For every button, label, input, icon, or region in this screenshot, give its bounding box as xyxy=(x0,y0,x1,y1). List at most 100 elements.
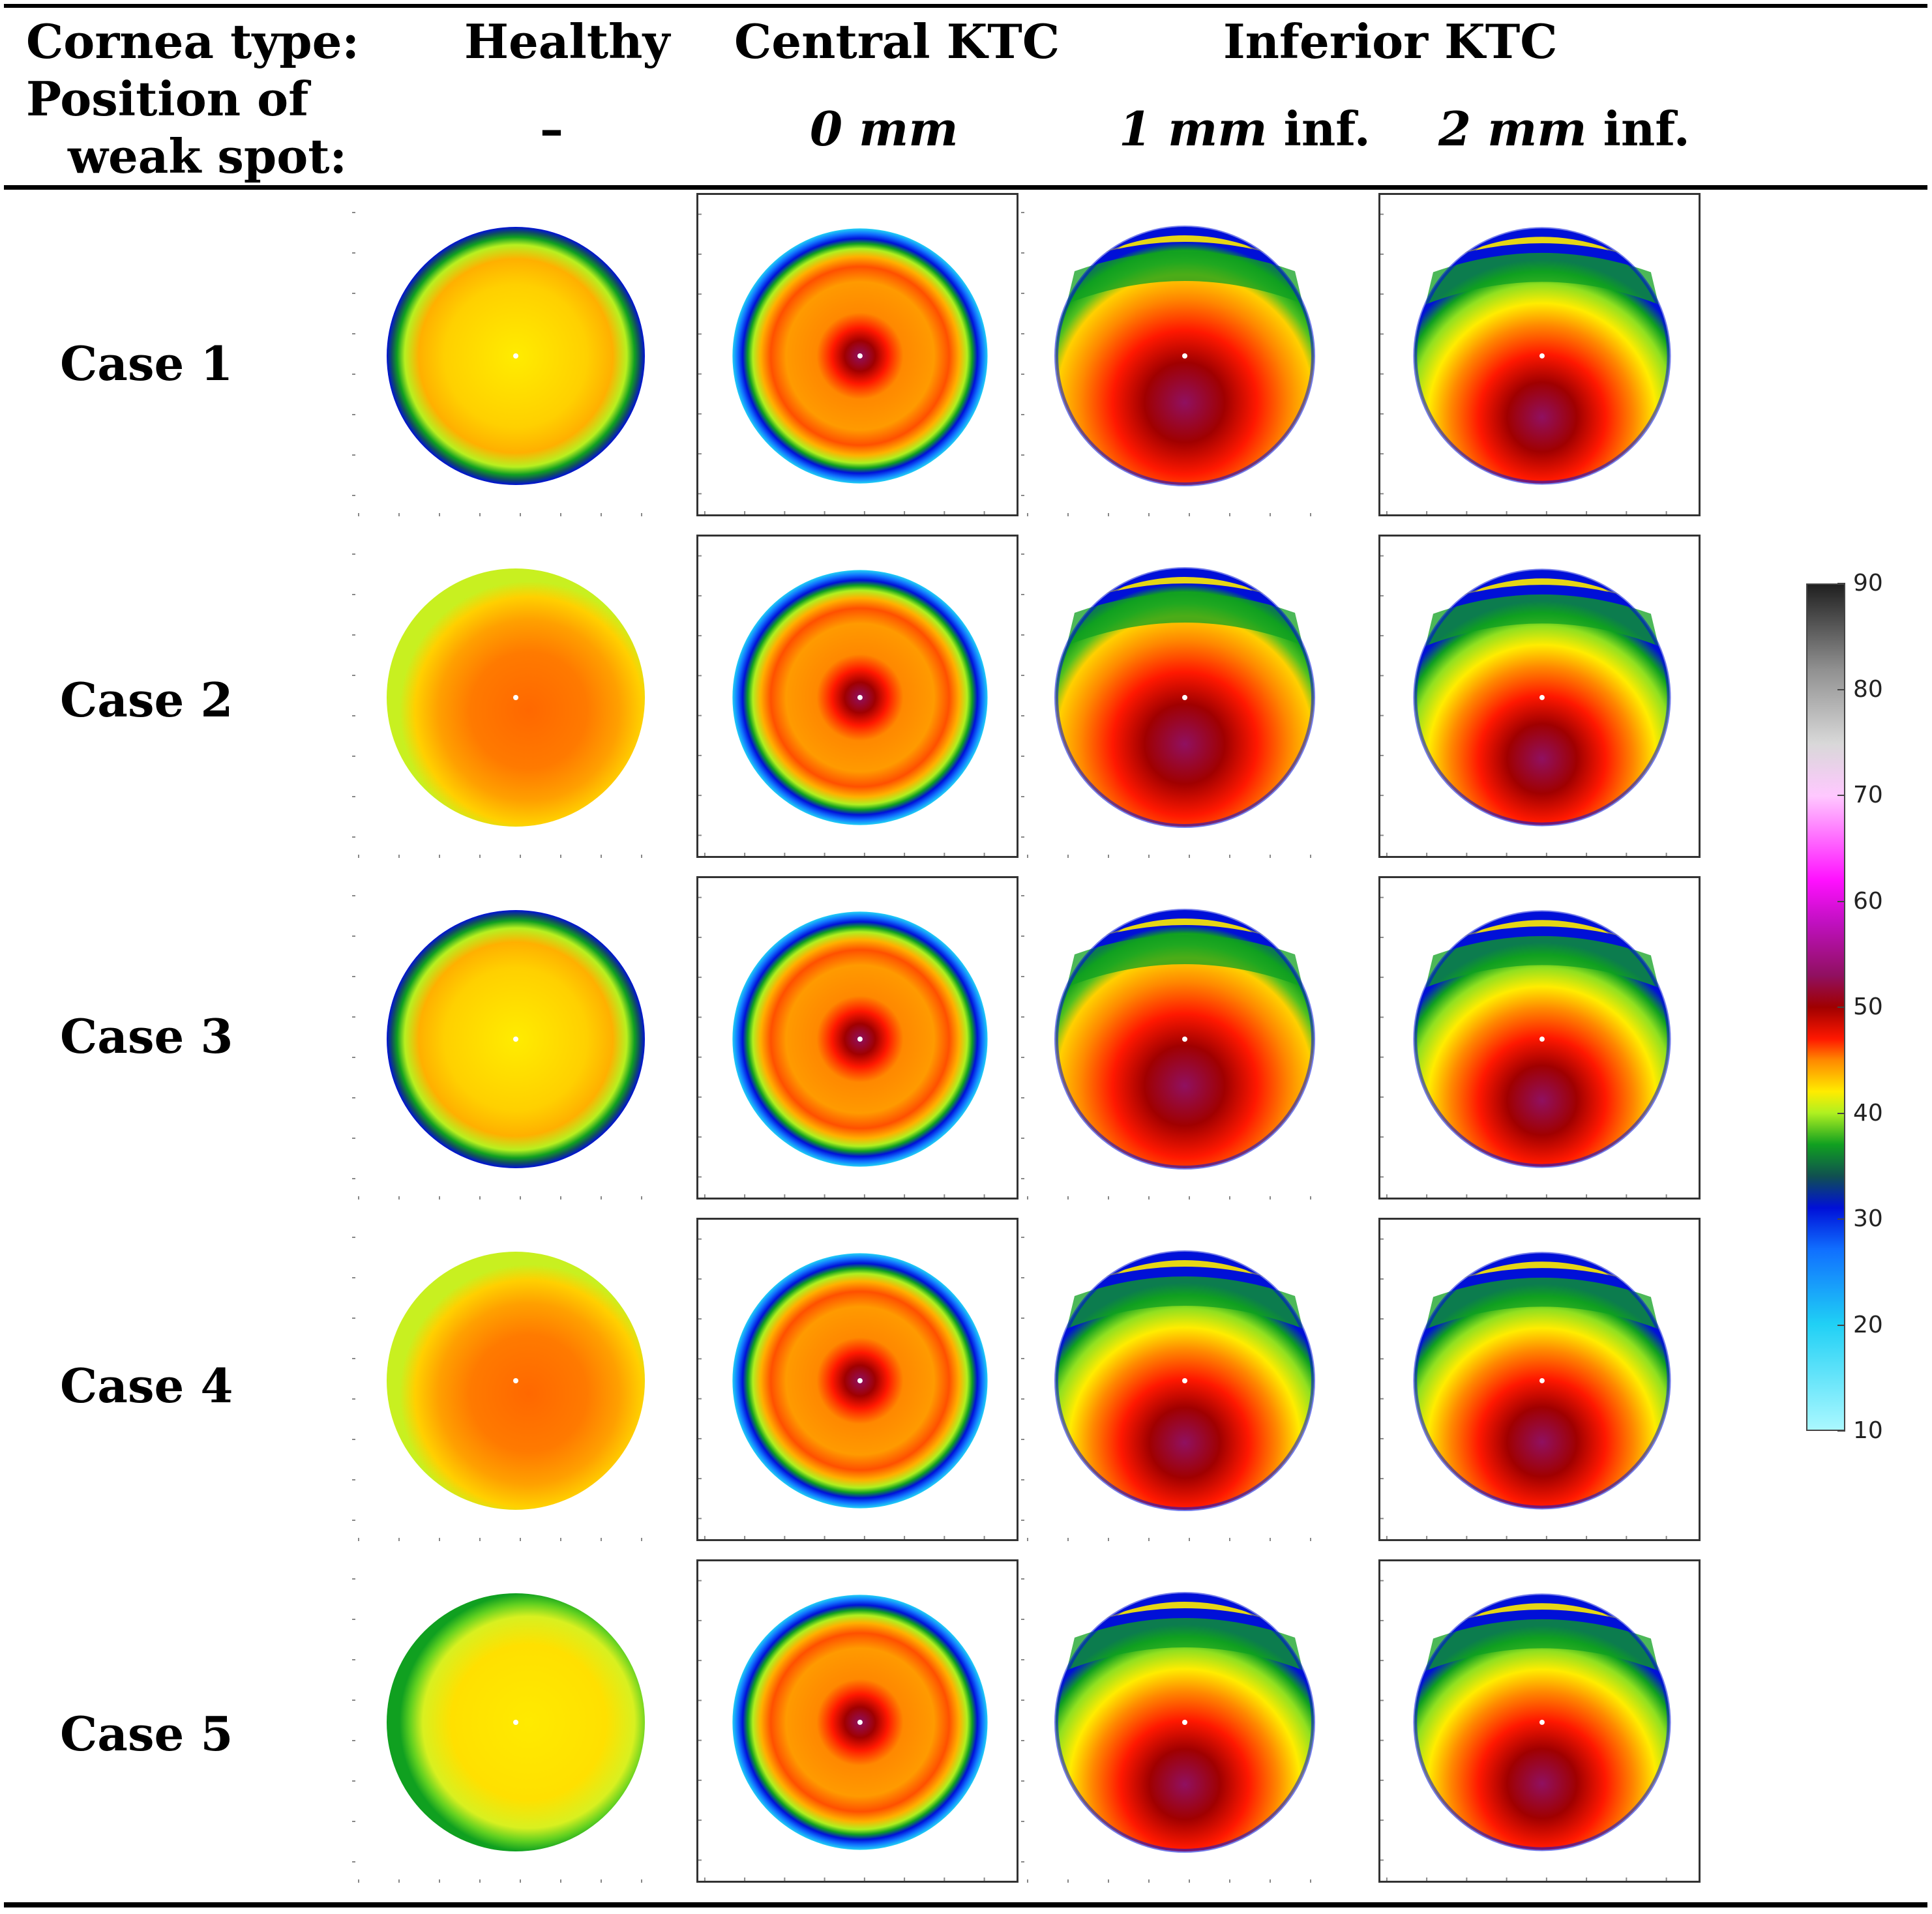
corneal-topography-map xyxy=(1021,895,1315,1200)
superior-cap xyxy=(1464,237,1620,253)
colorbar-tick-label: 40 xyxy=(1853,1099,1883,1126)
corneal-topography-map xyxy=(1380,213,1671,514)
map-panel-case-2-col-4 xyxy=(1378,535,1701,858)
limbus-ring xyxy=(1054,1250,1315,1511)
map-panel-case-3-col-3 xyxy=(1021,876,1343,1200)
position-inferior-2: 2 mm inf. xyxy=(1438,106,1690,153)
top-rule xyxy=(4,4,1927,8)
corneal-topography-map xyxy=(352,212,645,516)
corneal-topography-map xyxy=(352,1237,645,1541)
superior-cap xyxy=(1464,920,1620,936)
colorbar-tick-mark xyxy=(1837,900,1845,902)
superior-flat-band xyxy=(1425,1277,1659,1329)
limbus-ring xyxy=(1413,1252,1671,1510)
corneal-topography-map xyxy=(1380,896,1671,1198)
map-panel-case-3-col-4 xyxy=(1378,876,1701,1200)
apex-marker xyxy=(857,1037,863,1042)
map-panel-case-1-col-2 xyxy=(696,193,1018,516)
position-central-value: 0 mm xyxy=(810,101,959,156)
row-label-case-1: Case 1 xyxy=(60,336,233,391)
map-panel-case-5-col-4 xyxy=(1378,1559,1701,1883)
colorbar-tick-mark xyxy=(1837,795,1845,796)
limbus-ring xyxy=(1413,568,1671,827)
map-panel-case-4-col-2 xyxy=(696,1218,1018,1541)
column-type-healthy: Healthy xyxy=(464,14,670,69)
superior-cap xyxy=(1464,1261,1620,1278)
apex-marker xyxy=(857,353,863,359)
cornea-type-label: Cornea type: xyxy=(26,14,359,69)
colorbar-tick-mark xyxy=(1837,688,1845,690)
corneal-topography-map xyxy=(1021,1237,1315,1541)
superior-flat-band xyxy=(1425,594,1659,646)
column-type-inferior: Inferior KTC xyxy=(1223,14,1558,69)
corneal-topography-map xyxy=(698,1580,988,1881)
colorbar-tick-label: 60 xyxy=(1853,887,1883,915)
limbus-ring xyxy=(1054,567,1315,828)
map-panel-case-3-col-2 xyxy=(696,876,1018,1200)
corneal-topography-map xyxy=(698,1238,988,1539)
colorbar-tick-mark xyxy=(1837,583,1845,584)
map-panel-case-5-col-2 xyxy=(696,1559,1018,1883)
map-panel-case-2-col-1 xyxy=(352,535,674,858)
superior-flat-band xyxy=(1067,252,1303,304)
superior-flat-band xyxy=(1425,1619,1659,1671)
apex-marker xyxy=(513,1037,518,1042)
corneal-topography-map xyxy=(1021,1578,1315,1883)
corneal-topography-map xyxy=(698,896,988,1198)
row-label-case-5: Case 5 xyxy=(60,1706,233,1761)
apex-marker xyxy=(513,1378,518,1383)
superior-cap xyxy=(1106,577,1264,593)
position-inferior-2-suffix: inf. xyxy=(1586,101,1690,156)
apex-marker xyxy=(857,1378,863,1383)
superior-cap xyxy=(1106,1260,1264,1276)
map-panel-case-4-col-1 xyxy=(352,1218,674,1541)
limbus-ring xyxy=(1054,909,1315,1170)
bottom-rule xyxy=(4,1902,1927,1907)
apex-marker xyxy=(1539,1720,1545,1725)
map-panel-case-2-col-2 xyxy=(696,535,1018,858)
superior-cap xyxy=(1106,1602,1264,1618)
position-label-line1: Position of xyxy=(26,71,309,126)
apex-marker xyxy=(513,1720,518,1725)
superior-flat-band xyxy=(1425,252,1659,304)
position-inferior-2-value: 2 mm xyxy=(1438,101,1587,156)
corneal-topography-map xyxy=(698,213,988,514)
apex-marker xyxy=(1182,1378,1187,1383)
colorbar-tick-label: 10 xyxy=(1853,1417,1883,1444)
corneal-topography-map xyxy=(1380,555,1671,856)
superior-flat-band xyxy=(1067,1276,1303,1329)
limbus-ring xyxy=(1054,226,1315,486)
apex-marker xyxy=(1182,695,1187,700)
apex-marker xyxy=(1539,353,1545,359)
apex-marker xyxy=(1182,353,1187,359)
superior-cap xyxy=(1106,919,1264,935)
corneal-topography-map xyxy=(1021,212,1315,516)
colorbar-tick-label: 50 xyxy=(1853,994,1883,1020)
superior-cap xyxy=(1464,578,1620,595)
position-label-line2: weak spot: xyxy=(68,128,348,184)
position-inferior-1: 1 mm inf. xyxy=(1119,106,1371,153)
apex-marker xyxy=(1539,695,1545,700)
superior-flat-band xyxy=(1067,1618,1303,1670)
map-panel-case-1-col-4 xyxy=(1378,193,1701,516)
colorbar-tick-label: 30 xyxy=(1853,1205,1883,1232)
corneal-topography-map xyxy=(352,1578,645,1883)
corneal-topography-map xyxy=(1380,1238,1671,1539)
position-inferior-1-suffix: inf. xyxy=(1267,101,1371,156)
superior-cap xyxy=(1464,1603,1620,1619)
apex-marker xyxy=(513,353,518,359)
corneal-topography-map xyxy=(1021,553,1315,858)
row-label-case-2: Case 2 xyxy=(60,672,233,728)
colorbar-tick-label: 90 xyxy=(1853,570,1883,596)
colorbar-tick-label: 80 xyxy=(1853,675,1883,703)
apex-marker xyxy=(1539,1378,1545,1383)
corneal-topography-map xyxy=(698,555,988,856)
apex-marker xyxy=(857,695,863,700)
colorbar-tick-mark xyxy=(1837,1218,1845,1220)
apex-marker xyxy=(513,695,518,700)
apex-marker xyxy=(1539,1037,1545,1042)
row-label-case-3: Case 3 xyxy=(60,1009,233,1064)
map-panel-case-5-col-1 xyxy=(352,1559,674,1883)
corneal-topography-map xyxy=(1380,1580,1671,1881)
position-central: 0 mm xyxy=(810,106,959,153)
